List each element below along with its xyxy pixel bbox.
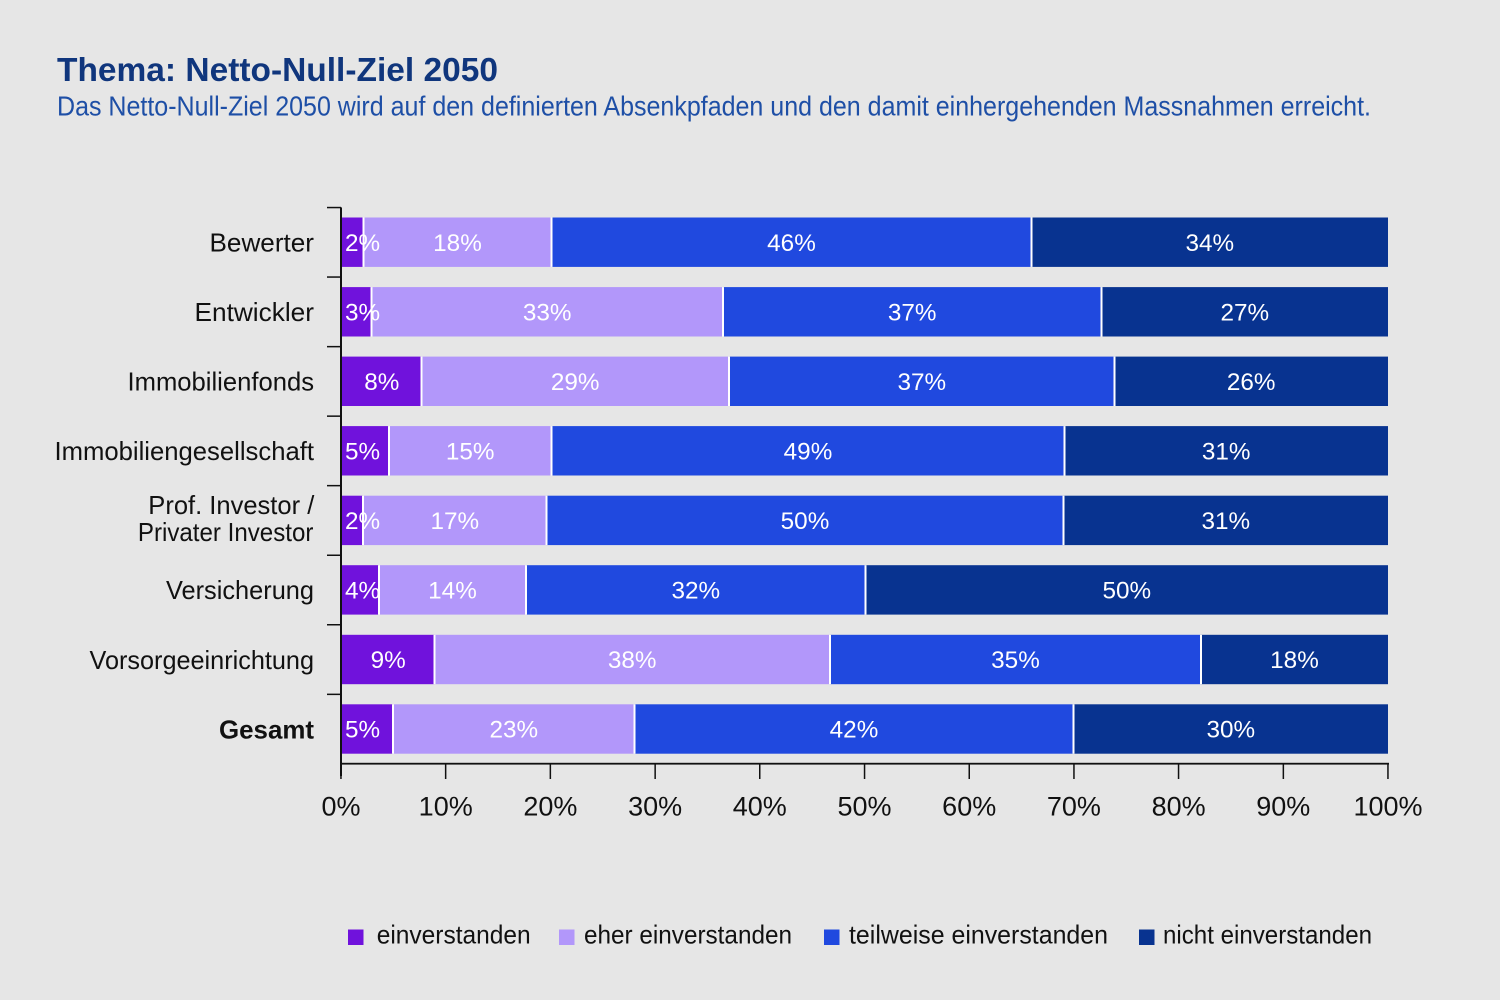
svg-text:29%: 29% bbox=[551, 369, 600, 396]
svg-text:35%: 35% bbox=[991, 647, 1040, 674]
svg-text:49%: 49% bbox=[784, 438, 833, 465]
svg-text:23%: 23% bbox=[489, 717, 538, 744]
svg-text:60%: 60% bbox=[942, 792, 996, 822]
svg-text:37%: 37% bbox=[888, 299, 937, 326]
svg-text:5%: 5% bbox=[345, 438, 380, 465]
svg-text:70%: 70% bbox=[1047, 792, 1101, 822]
svg-text:90%: 90% bbox=[1256, 792, 1310, 822]
svg-text:Privater Investor: Privater Investor bbox=[138, 517, 314, 547]
svg-text:Bewerter: Bewerter bbox=[210, 228, 315, 258]
svg-text:2%: 2% bbox=[345, 508, 380, 535]
svg-text:Immobiliengesellschaft: Immobiliengesellschaft bbox=[55, 436, 315, 466]
svg-text:Prof. Investor /: Prof. Investor / bbox=[148, 490, 315, 520]
svg-text:Das Netto-Null-Ziel 2050 wird: Das Netto-Null-Ziel 2050 wird auf den de… bbox=[57, 90, 1371, 121]
svg-text:nicht einverstanden: nicht einverstanden bbox=[1163, 920, 1372, 950]
svg-text:42%: 42% bbox=[830, 717, 879, 744]
svg-text:15%: 15% bbox=[446, 438, 495, 465]
svg-text:27%: 27% bbox=[1220, 299, 1269, 326]
svg-text:50%: 50% bbox=[1102, 578, 1151, 605]
svg-text:18%: 18% bbox=[433, 230, 482, 257]
svg-text:8%: 8% bbox=[364, 369, 399, 396]
svg-text:einverstanden: einverstanden bbox=[377, 920, 531, 950]
svg-text:Entwickler: Entwickler bbox=[195, 297, 315, 327]
svg-text:30%: 30% bbox=[1206, 717, 1255, 744]
svg-text:31%: 31% bbox=[1201, 508, 1250, 535]
svg-text:37%: 37% bbox=[897, 369, 946, 396]
svg-text:Gesamt: Gesamt bbox=[219, 714, 314, 744]
svg-text:3%: 3% bbox=[345, 299, 380, 326]
svg-text:33%: 33% bbox=[523, 299, 572, 326]
svg-text:Versicherung: Versicherung bbox=[166, 575, 314, 605]
svg-text:26%: 26% bbox=[1227, 369, 1276, 396]
svg-text:teilweise einverstanden: teilweise einverstanden bbox=[849, 920, 1108, 950]
svg-text:10%: 10% bbox=[419, 792, 473, 822]
svg-text:100%: 100% bbox=[1353, 792, 1422, 822]
svg-text:30%: 30% bbox=[628, 792, 682, 822]
svg-text:eher einverstanden: eher einverstanden bbox=[584, 920, 792, 950]
svg-text:31%: 31% bbox=[1202, 438, 1251, 465]
svg-text:50%: 50% bbox=[781, 508, 830, 535]
svg-text:32%: 32% bbox=[671, 578, 720, 605]
svg-text:34%: 34% bbox=[1185, 230, 1234, 257]
svg-text:38%: 38% bbox=[608, 647, 657, 674]
svg-text:80%: 80% bbox=[1152, 792, 1206, 822]
svg-text:2%: 2% bbox=[345, 230, 380, 257]
svg-text:14%: 14% bbox=[428, 578, 477, 605]
svg-text:18%: 18% bbox=[1270, 647, 1319, 674]
svg-text:40%: 40% bbox=[733, 792, 787, 822]
svg-text:9%: 9% bbox=[371, 647, 406, 674]
svg-text:0%: 0% bbox=[321, 792, 360, 822]
svg-text:Thema: Netto-Null-Ziel 2050: Thema: Netto-Null-Ziel 2050 bbox=[57, 52, 498, 89]
svg-text:17%: 17% bbox=[430, 508, 479, 535]
svg-text:4%: 4% bbox=[345, 578, 380, 605]
svg-text:Vorsorgeeinrichtung: Vorsorgeeinrichtung bbox=[90, 645, 315, 675]
svg-text:Immobilienfonds: Immobilienfonds bbox=[128, 367, 315, 397]
svg-text:5%: 5% bbox=[345, 717, 380, 744]
svg-text:50%: 50% bbox=[837, 792, 891, 822]
svg-text:46%: 46% bbox=[767, 230, 816, 257]
svg-text:20%: 20% bbox=[523, 792, 577, 822]
